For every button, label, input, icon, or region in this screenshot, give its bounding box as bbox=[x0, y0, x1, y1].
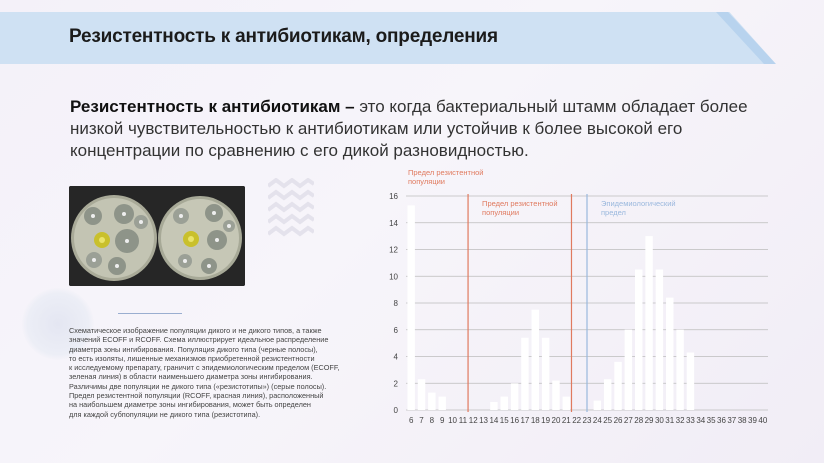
x-tick-label: 7 bbox=[419, 416, 424, 425]
x-tick-label: 26 bbox=[614, 416, 623, 425]
caption-line: то есть изоляты, лишенные механизмов при… bbox=[69, 353, 315, 363]
caption-line: Схематическое изображение популяции дико… bbox=[69, 326, 322, 335]
y-tick-label: 16 bbox=[389, 192, 398, 201]
bar bbox=[624, 329, 633, 410]
x-tick-label: 14 bbox=[489, 416, 498, 425]
x-tick-label: 34 bbox=[696, 416, 705, 425]
definition-text: это когда бактериальный штамм обладает б… bbox=[70, 97, 748, 160]
x-tick-label: 35 bbox=[707, 416, 716, 425]
x-tick-label: 36 bbox=[717, 416, 726, 425]
x-tick-label: 39 bbox=[748, 416, 757, 425]
figure-caption: Схематическое изображение популяции дико… bbox=[69, 326, 369, 419]
y-tick-label: 2 bbox=[394, 379, 399, 388]
bar bbox=[417, 379, 426, 410]
petri-dishes-image bbox=[69, 186, 245, 286]
petri-dish-photo bbox=[69, 186, 245, 286]
x-tick-label: 19 bbox=[541, 416, 550, 425]
header-bar bbox=[0, 12, 776, 64]
annotation-label: популяции bbox=[482, 208, 519, 217]
annotation-label: предел bbox=[601, 208, 626, 217]
caption-line: для каждой субпопуляции не дикого типа (… bbox=[69, 409, 261, 419]
x-tick-label: 28 bbox=[634, 416, 643, 425]
caption-line: значений ECOFF и RCOFF. Схема иллюстриру… bbox=[69, 335, 329, 345]
x-tick-label: 13 bbox=[479, 416, 488, 425]
y-tick-label: 10 bbox=[389, 272, 398, 281]
x-tick-label: 17 bbox=[520, 416, 529, 425]
zigzag-decor-icon bbox=[268, 178, 314, 237]
x-tick-label: 24 bbox=[593, 416, 602, 425]
caption-line: зеленая линия) в области наименьшего диа… bbox=[69, 372, 313, 382]
x-tick-label: 32 bbox=[676, 416, 685, 425]
bar bbox=[562, 396, 571, 410]
x-tick-label: 25 bbox=[603, 416, 612, 425]
definition-paragraph: Резистентность к антибиотикам – это когд… bbox=[70, 96, 790, 162]
x-tick-label: 30 bbox=[655, 416, 664, 425]
x-tick-label: 38 bbox=[738, 416, 747, 425]
bar bbox=[438, 396, 446, 410]
bar bbox=[593, 400, 602, 410]
x-tick-label: 18 bbox=[531, 416, 540, 425]
bar bbox=[634, 269, 643, 410]
bar bbox=[686, 352, 695, 410]
x-tick-label: 6 bbox=[409, 416, 414, 425]
x-tick-label: 23 bbox=[583, 416, 592, 425]
bar bbox=[666, 297, 674, 410]
caption-divider bbox=[118, 313, 182, 314]
y-tick-label: 8 bbox=[394, 299, 399, 308]
x-tick-label: 33 bbox=[686, 416, 695, 425]
caption-line: на наибольшем диаметре зоны ингибировани… bbox=[69, 400, 311, 410]
y-tick-label: 4 bbox=[394, 353, 399, 362]
bar bbox=[531, 309, 540, 410]
page-title: Резистентность к антибиотикам, определен… bbox=[69, 26, 498, 47]
bar bbox=[552, 380, 560, 410]
x-tick-label: 27 bbox=[624, 416, 633, 425]
x-tick-label: 22 bbox=[572, 416, 581, 425]
y-tick-label: 12 bbox=[389, 246, 398, 255]
dots-circle-decor-icon bbox=[22, 288, 94, 360]
y-tick-label: 14 bbox=[389, 219, 398, 228]
bar bbox=[541, 337, 550, 410]
caption-line: к исследуемому препарату, граничит с эпи… bbox=[69, 363, 340, 373]
caption-line: Различимы две популяции не дикого типа (… bbox=[69, 381, 327, 391]
x-tick-label: 21 bbox=[562, 416, 571, 425]
annotation-label: Предел резистентной bbox=[482, 199, 557, 208]
caption-line: Предел резистентной популяции (RCOFF, кр… bbox=[69, 391, 324, 401]
bar bbox=[676, 329, 684, 410]
x-tick-label: 11 bbox=[459, 416, 468, 425]
caption-line: диаметра зоны ингибирования. Популяция д… bbox=[69, 344, 318, 354]
bar bbox=[614, 361, 622, 410]
definition-term: Резистентность к антибиотикам – bbox=[70, 97, 355, 116]
y-tick-label: 6 bbox=[394, 326, 399, 335]
annotation-label: Предел резистентной bbox=[408, 168, 483, 177]
annotation-label: Эпидемиологический bbox=[601, 199, 676, 208]
bar bbox=[521, 337, 529, 410]
x-tick-label: 40 bbox=[758, 416, 767, 425]
x-tick-label: 12 bbox=[469, 416, 478, 425]
x-tick-label: 15 bbox=[500, 416, 509, 425]
bar bbox=[500, 396, 508, 410]
x-tick-label: 8 bbox=[430, 416, 435, 425]
x-tick-label: 10 bbox=[448, 416, 457, 425]
bar bbox=[490, 401, 498, 410]
bar bbox=[407, 205, 415, 410]
bar bbox=[510, 383, 519, 410]
bar bbox=[603, 379, 612, 410]
y-tick-label: 0 bbox=[394, 406, 399, 415]
x-tick-label: 29 bbox=[645, 416, 654, 425]
x-tick-label: 37 bbox=[727, 416, 736, 425]
bar bbox=[428, 392, 436, 410]
bar bbox=[655, 269, 664, 410]
x-tick-label: 9 bbox=[440, 416, 445, 425]
x-tick-label: 31 bbox=[665, 416, 674, 425]
bar bbox=[645, 236, 653, 410]
annotation-label: популяции bbox=[408, 177, 445, 186]
x-tick-label: 16 bbox=[510, 416, 519, 425]
x-tick-label: 20 bbox=[552, 416, 561, 425]
